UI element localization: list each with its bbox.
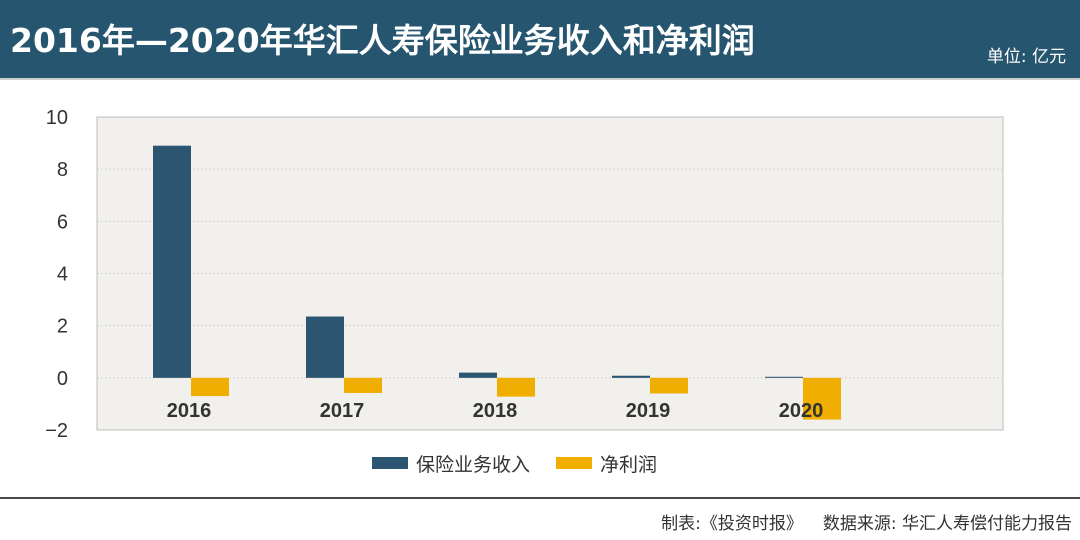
bar-net-profit-2018 [497, 377, 535, 397]
x-tick-label: 2020 [779, 400, 824, 422]
bar-revenue-2018 [459, 372, 497, 378]
x-tick-label: 2016 [167, 400, 212, 422]
bar-chart: 10 8 6 4 2 0 −2 2016 2017 2018 2019 2020 保险业务收入 净利润 [45, 107, 1004, 476]
footer-credit: 制表:《投资时报》 [661, 514, 803, 534]
y-tick-label: 2 [57, 316, 68, 338]
chart-title: 2016年—2020年华汇人寿保险业务收入和净利润 [10, 21, 755, 60]
y-tick-label: 4 [57, 264, 68, 286]
y-tick-label: 8 [57, 159, 68, 181]
legend-label: 保险业务收入 [416, 454, 530, 476]
x-tick-label: 2019 [626, 400, 671, 422]
legend-swatch [372, 457, 408, 469]
legend-label: 净利润 [600, 454, 657, 476]
bar-net-profit-2017 [344, 377, 382, 393]
footer-divider [0, 497, 1080, 499]
y-tick-label: 0 [57, 368, 68, 390]
legend-swatch [556, 457, 592, 469]
y-tick-label: 10 [46, 107, 68, 129]
y-tick-label: −2 [45, 420, 68, 442]
unit-label: 单位: 亿元 [986, 47, 1066, 67]
x-tick-label: 2017 [320, 400, 365, 422]
bar-net-profit-2016 [191, 377, 229, 397]
x-tick-label: 2018 [473, 400, 518, 422]
y-tick-label: 6 [57, 211, 68, 233]
bar-revenue-2020 [765, 376, 803, 378]
header-banner: 2016年—2020年华汇人寿保险业务收入和净利润 单位: 亿元 [0, 0, 1080, 80]
bar-net-profit-2020 [803, 377, 841, 420]
bar-revenue-2017 [306, 316, 344, 378]
footer-source: 数据来源: 华汇人寿偿付能力报告 [822, 514, 1072, 534]
footer: 制表:《投资时报》 数据来源: 华汇人寿偿付能力报告 [661, 509, 1072, 534]
bar-net-profit-2019 [650, 377, 688, 394]
bar-revenue-2016 [153, 145, 191, 378]
bar-revenue-2019 [612, 375, 650, 378]
